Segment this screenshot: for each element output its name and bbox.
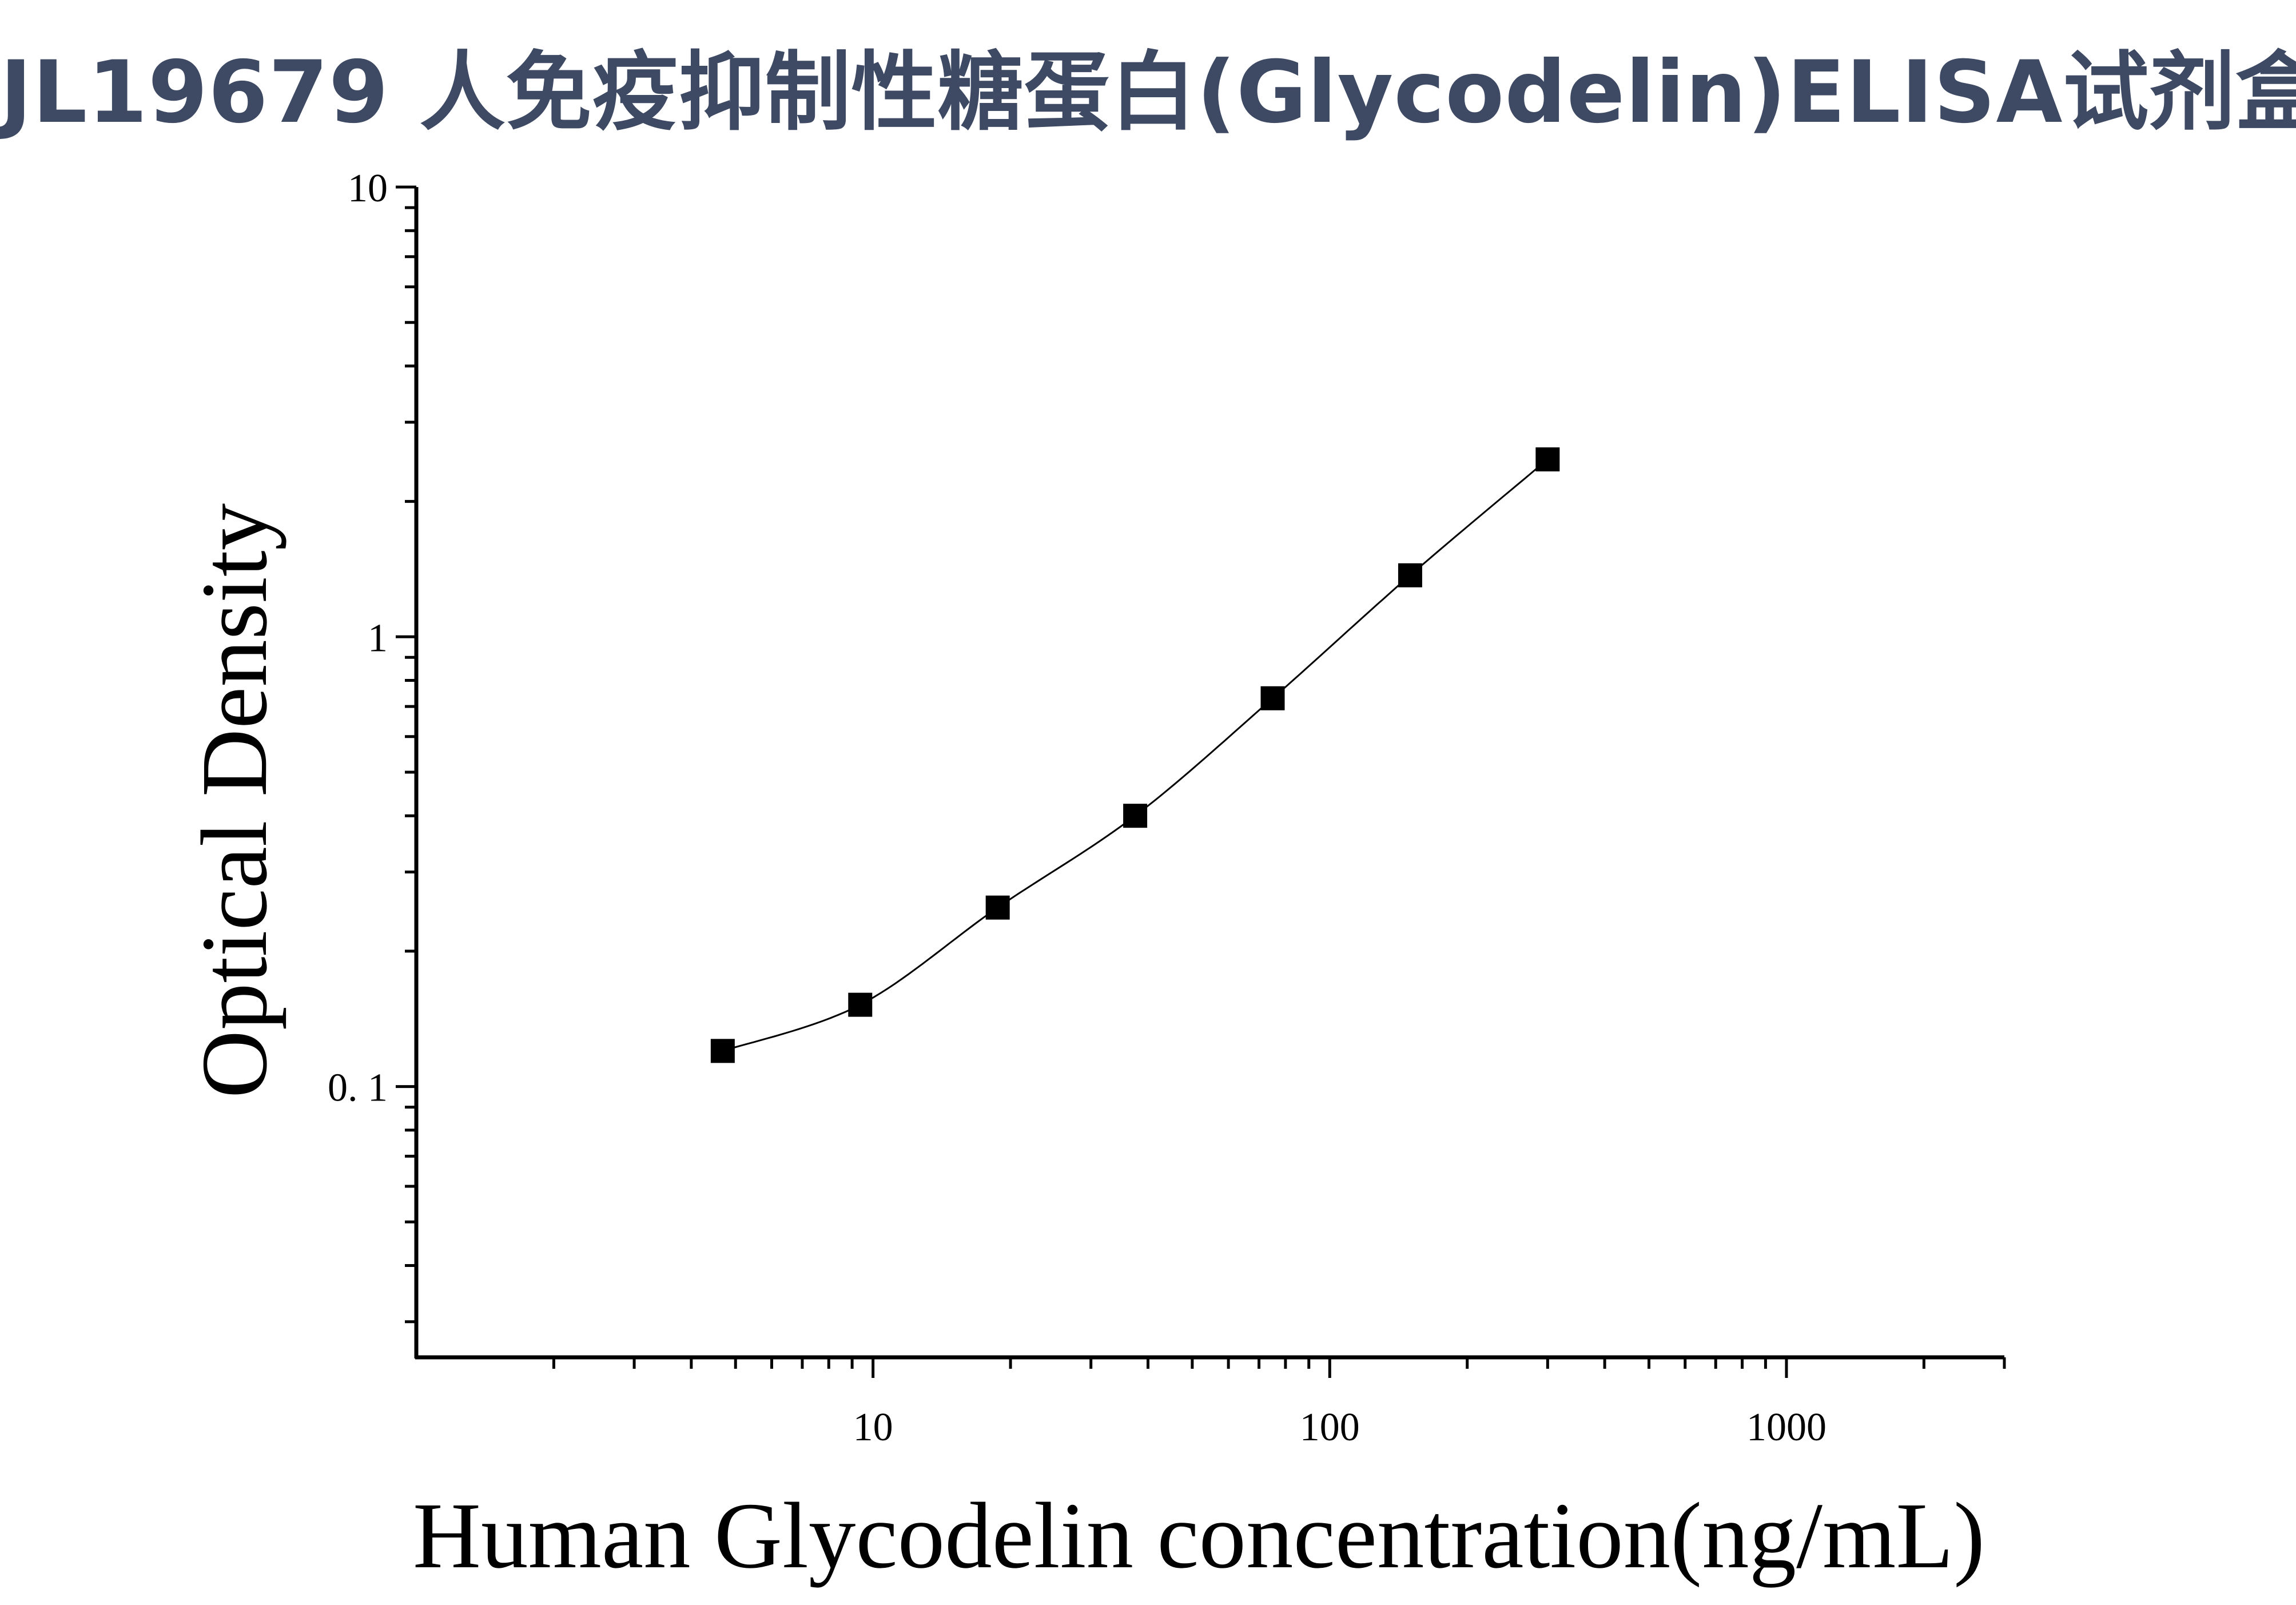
x-ticks: 10 100 1000 (552, 1357, 2006, 1449)
data-point (1398, 563, 1422, 587)
data-point (1260, 686, 1285, 710)
y-tick-label: 0. 1 (328, 1066, 388, 1110)
x-tick-label: 100 (1300, 1405, 1360, 1449)
x-tick-label: 1000 (1746, 1405, 1827, 1449)
axes (414, 187, 2004, 1360)
data-points (710, 447, 1560, 1063)
data-point (848, 992, 873, 1017)
data-point (710, 1039, 735, 1063)
y-tick-label: 1 (368, 616, 388, 660)
y-axis-label: Optical Density (182, 503, 286, 1098)
data-point (985, 895, 1010, 920)
data-point (1535, 447, 1560, 472)
chart-title: JL19679 人免疫抑制性糖蛋白(Glycodelin)ELISA试剂盒 (0, 43, 2296, 142)
data-point (1123, 804, 1148, 828)
y-tick-label: 10 (348, 166, 388, 210)
fit-curve (722, 458, 1549, 1052)
x-axis-label: Human Glycodelin concentration(ng/mL) (413, 1483, 1985, 1588)
x-tick-label: 10 (853, 1405, 893, 1449)
y-ticks: 0. 1 1 10 (328, 166, 416, 1324)
